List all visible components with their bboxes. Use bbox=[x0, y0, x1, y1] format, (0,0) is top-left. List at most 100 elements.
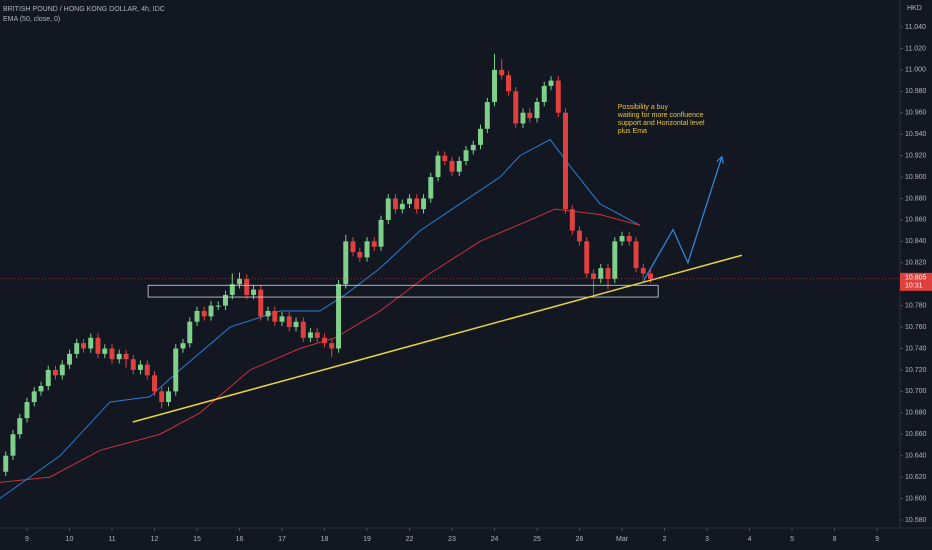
candle-body bbox=[626, 235, 632, 242]
candle-body bbox=[81, 343, 86, 349]
candle-body bbox=[88, 337, 94, 349]
candle-body bbox=[272, 310, 278, 322]
candle-body bbox=[258, 289, 264, 317]
y-tick-label: 10.760 bbox=[905, 324, 927, 331]
candle-body bbox=[350, 241, 356, 253]
candle-body bbox=[109, 348, 115, 360]
x-tick-label: 18 bbox=[321, 536, 329, 543]
last-price-label: 10.805 bbox=[905, 275, 927, 282]
candle-body bbox=[343, 241, 349, 285]
candle-body bbox=[166, 391, 172, 403]
candle-body bbox=[648, 273, 653, 279]
x-tick-label: 19 bbox=[363, 536, 371, 543]
candle-body bbox=[506, 75, 512, 92]
candle-body bbox=[45, 369, 51, 387]
candle-body bbox=[144, 364, 150, 376]
candle-body bbox=[357, 252, 363, 258]
x-tick-label: 12 bbox=[151, 536, 159, 543]
y-tick-label: 10.980 bbox=[905, 88, 927, 95]
candle-body bbox=[456, 160, 462, 172]
candle-body bbox=[130, 359, 136, 370]
y-tick-label: 10.880 bbox=[905, 195, 927, 202]
candle-body bbox=[633, 241, 639, 269]
candle-body bbox=[598, 268, 604, 279]
candle-body bbox=[308, 332, 313, 338]
candle-body bbox=[463, 150, 469, 161]
support-zone bbox=[147, 284, 659, 298]
x-tick-label: 16 bbox=[236, 536, 244, 543]
candle-body bbox=[279, 316, 285, 322]
candle-body bbox=[215, 305, 221, 307]
candle-body bbox=[492, 69, 498, 103]
y-tick-label: 10.680 bbox=[905, 410, 927, 417]
candle-body bbox=[102, 348, 108, 354]
annotation-text: Possibility a buy bbox=[618, 104, 669, 111]
candle-body bbox=[478, 128, 483, 145]
candle-body bbox=[336, 284, 342, 349]
candle-body bbox=[399, 203, 405, 210]
candle-body bbox=[137, 364, 143, 370]
x-tick-label: 11 bbox=[108, 536, 115, 543]
x-tick-label: 17 bbox=[278, 536, 286, 543]
x-tick-label: 24 bbox=[491, 536, 499, 543]
candle-body bbox=[435, 155, 441, 178]
y-tick-label: 10.640 bbox=[905, 453, 927, 460]
candle-body bbox=[591, 273, 597, 279]
candle-body bbox=[371, 241, 377, 247]
candle-body bbox=[251, 289, 257, 295]
y-tick-label: 10.900 bbox=[905, 174, 927, 181]
x-tick-label: 2 bbox=[663, 536, 667, 543]
line bbox=[0, 138, 641, 499]
candle-body bbox=[364, 241, 370, 258]
y-tick-label: 10.780 bbox=[905, 302, 927, 309]
candle-body bbox=[407, 198, 412, 204]
x-tick-label: 5 bbox=[790, 536, 794, 543]
y-tick-label: 11.020 bbox=[905, 45, 926, 52]
candle-body bbox=[541, 85, 547, 103]
candle-body bbox=[385, 198, 391, 220]
candle-body bbox=[555, 80, 561, 113]
candle-body bbox=[329, 343, 335, 349]
candle-body bbox=[442, 155, 448, 161]
candle-body bbox=[222, 294, 228, 306]
candle-body bbox=[577, 230, 583, 242]
candle-body bbox=[208, 305, 214, 317]
candle-body bbox=[52, 369, 58, 376]
y-tick-label: 10.700 bbox=[905, 388, 927, 395]
x-tick-label: 9 bbox=[25, 536, 29, 543]
candle-body bbox=[286, 316, 292, 328]
candle-body bbox=[95, 337, 101, 354]
y-tick-label: 10.960 bbox=[905, 110, 927, 117]
line bbox=[132, 254, 743, 423]
candle-body bbox=[152, 375, 157, 392]
candle-body bbox=[187, 321, 193, 344]
candle-body bbox=[244, 278, 250, 295]
candle-body bbox=[59, 364, 65, 376]
candle-body bbox=[194, 310, 200, 322]
candle-body bbox=[38, 386, 44, 392]
y-tick-label: 11.040 bbox=[905, 24, 926, 31]
candle-body bbox=[229, 284, 235, 295]
x-tick-label: 25 bbox=[533, 536, 541, 543]
candle-body bbox=[322, 337, 327, 344]
candle-body bbox=[421, 198, 427, 210]
y-tick-label: 10.840 bbox=[905, 238, 927, 245]
candle-body bbox=[470, 144, 476, 151]
candle-body bbox=[414, 198, 420, 210]
candle-body bbox=[173, 348, 179, 392]
candle-body bbox=[67, 353, 72, 365]
annotation-text: support and Horizontal level bbox=[618, 120, 705, 127]
currency-label: HKD bbox=[907, 5, 922, 12]
countdown-label: 10:31 bbox=[905, 283, 923, 290]
candle-body bbox=[10, 434, 16, 456]
x-tick-label: Mar bbox=[616, 536, 629, 543]
candle-body bbox=[116, 353, 122, 360]
y-tick-label: 10.580 bbox=[905, 517, 927, 524]
x-tick-label: 4 bbox=[748, 536, 752, 543]
chart-title: BRITISH POUND / HONG KONG DOLLAR, 4h, ID… bbox=[3, 6, 165, 13]
candle-body bbox=[300, 321, 306, 338]
y-tick-label: 10.920 bbox=[905, 152, 927, 159]
